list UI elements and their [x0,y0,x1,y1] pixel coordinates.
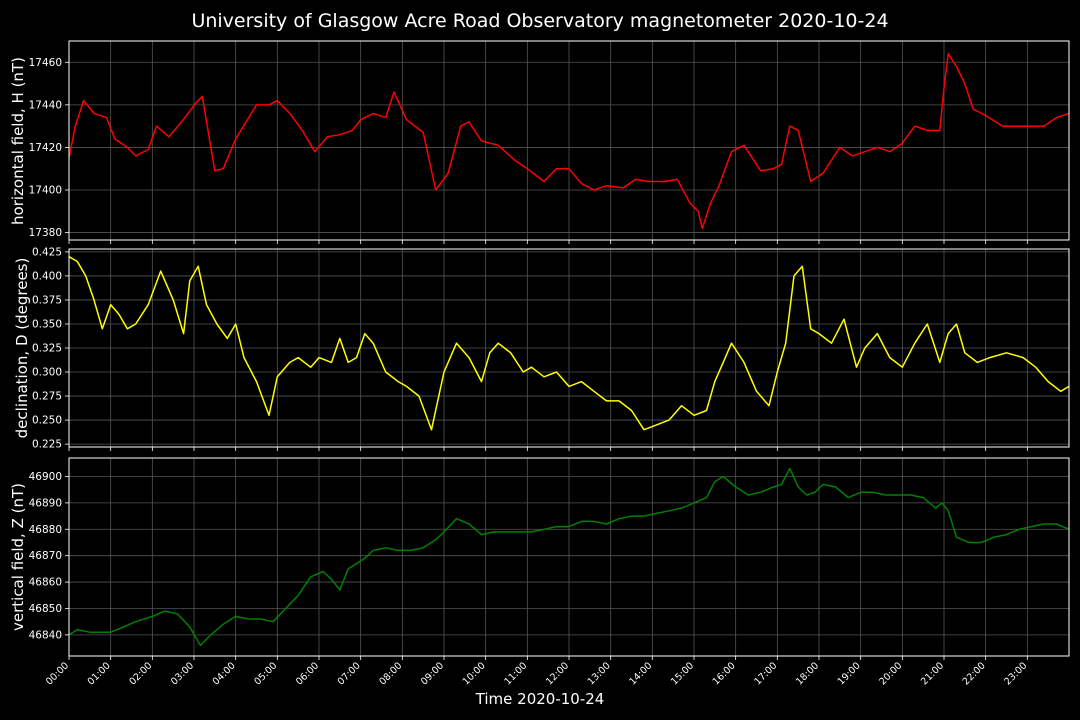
ytick-label-h-4: 17460 [29,57,62,69]
ylabel-d: declination, D (degrees) [13,257,31,439]
ytick-label-d-1: 0.250 [32,415,62,427]
xtick-label-14: 14:00 [627,660,654,687]
xtick-label-17: 17:00 [752,660,779,687]
series-line-d [68,256,1070,431]
ytick-label-h-3: 17440 [29,99,62,111]
series-line-z [68,467,1070,647]
xtick-label-2: 02:00 [127,660,154,687]
xtick-label-19: 19:00 [836,660,863,687]
ytick-label-z-4: 46880 [29,524,62,536]
xtick-label-10: 10:00 [461,660,488,687]
xtick-label-12: 12:00 [544,660,571,687]
axes-frame-d [68,248,1070,448]
ytick-label-z-1: 46850 [29,603,62,615]
ytick-label-d-6: 0.375 [32,294,62,306]
ytick-label-h-1: 17400 [29,184,62,196]
xtick-label-23: 23:00 [1002,660,1029,687]
ylabel-z: vertical field, Z (nT) [9,482,27,632]
xtick-label-16: 16:00 [711,660,738,687]
xtick-label-21: 21:00 [919,660,946,687]
ytick-label-h-0: 17380 [29,227,62,239]
ytick-label-z-3: 46870 [29,550,62,562]
ylabel-h: horizontal field, H (nT) [9,57,27,225]
xtick-label-1: 01:00 [86,660,113,687]
xtick-label-15: 15:00 [669,660,696,687]
ytick-label-z-0: 46840 [29,629,62,641]
ytick-label-z-5: 46890 [29,497,62,509]
ytick-label-z-2: 46860 [29,577,62,589]
ytick-label-d-7: 0.400 [32,270,62,282]
xtick-label-5: 05:00 [252,660,279,687]
xtick-label-7: 07:00 [336,660,363,687]
xtick-label-9: 09:00 [419,660,446,687]
xtick-label-18: 18:00 [794,660,821,687]
ytick-label-h-2: 17420 [29,142,62,154]
xtick-label-8: 08:00 [377,660,404,687]
ytick-label-d-5: 0.350 [32,318,62,330]
xtick-label-3: 03:00 [169,660,196,687]
ytick-label-d-3: 0.300 [32,367,62,379]
axes-frame-z [68,457,1070,657]
ytick-label-d-4: 0.325 [32,343,62,355]
xtick-label-0: 00:00 [44,660,71,687]
ytick-label-d-2: 0.275 [32,391,62,403]
xtick-label-20: 20:00 [877,660,904,687]
series-line-h [68,53,1070,230]
xtick-label-6: 06:00 [294,660,321,687]
xtick-label-22: 22:00 [961,660,988,687]
ytick-label-z-6: 46900 [29,471,62,483]
xtick-label-11: 11:00 [502,660,529,687]
xtick-label-4: 04:00 [211,660,238,687]
ytick-label-d-0: 0.225 [32,439,62,451]
x-axis-label: Time 2020-10-24 [475,690,605,708]
chart-title: University of Glasgow Acre Road Observat… [191,10,889,32]
axes-frame-h [68,40,1070,241]
xtick-label-13: 13:00 [586,660,613,687]
ytick-label-d-8: 0.425 [32,246,62,258]
